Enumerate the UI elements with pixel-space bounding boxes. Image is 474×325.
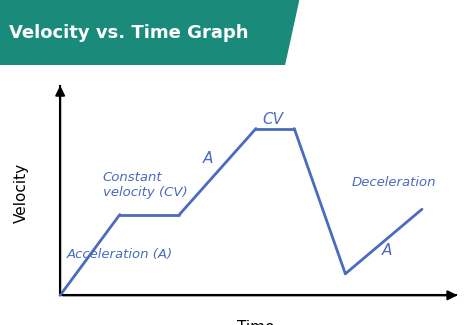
- Text: A: A: [203, 150, 213, 166]
- Text: Time: Time: [237, 319, 275, 325]
- Text: A: A: [382, 243, 392, 258]
- Text: Velocity vs. Time Graph: Velocity vs. Time Graph: [9, 23, 249, 42]
- Text: Velocity: Velocity: [14, 163, 29, 223]
- Text: Acceleration (A): Acceleration (A): [66, 248, 173, 261]
- Polygon shape: [0, 0, 299, 65]
- Text: CV: CV: [262, 111, 283, 127]
- Text: Deceleration: Deceleration: [352, 176, 436, 189]
- Text: Constant
velocity (CV): Constant velocity (CV): [103, 171, 187, 199]
